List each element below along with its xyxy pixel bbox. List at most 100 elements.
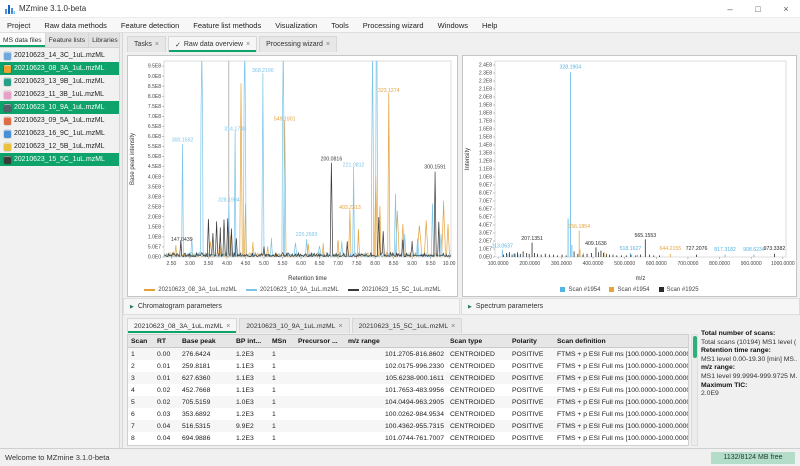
- column-header-rt[interactable]: RT: [157, 337, 167, 345]
- charts-row: 0.0E0 5.0E7 1.0E8 1.5E8 2.0E8 2.5E8 3.0E8 3.5E8…: [123, 55, 800, 297]
- svg-text:100.0000: 100.0000: [488, 261, 509, 267]
- menu-item-help[interactable]: Help: [482, 20, 498, 30]
- file-item[interactable]: 20210623_16_9C_1uL.mzML: [0, 127, 119, 140]
- menu-item-feature-detection[interactable]: Feature detection: [120, 20, 180, 30]
- file-item[interactable]: 20210623_08_3A_1uL.mzML: [0, 62, 119, 75]
- main-tab-bar: Tasks × ✓ Raw data overview × Processing wiza…: [127, 36, 800, 52]
- cell: CENTROIDED: [450, 422, 495, 430]
- file-item[interactable]: 20210623_09_5A_1uL.mzML: [0, 114, 119, 127]
- memory-text: 1132/8124 MB free: [723, 454, 783, 461]
- svg-text:9.50: 9.50: [426, 261, 436, 267]
- svg-text:2.4E8: 2.4E8: [479, 63, 492, 69]
- cell: 1.2E3: [236, 434, 254, 442]
- close-button[interactable]: ×: [783, 3, 789, 14]
- raw-file-icon: [4, 116, 11, 125]
- sidebar-splitter[interactable]: [119, 33, 123, 448]
- column-header-base-peak[interactable]: Base peak: [182, 337, 216, 345]
- column-header-msn[interactable]: MSn: [272, 337, 287, 345]
- raw-file-icon: [4, 142, 11, 151]
- legend-label: 20210623_08_3A_1uL.mzML: [158, 286, 237, 293]
- cell: 101.0744-761.7007: [385, 434, 444, 442]
- table-scrollbar[interactable]: [691, 334, 698, 446]
- peak-label: 300.1591: [424, 165, 446, 171]
- cell: FTMS + p ESI Full ms [100.0000-1000.0000…: [557, 362, 688, 370]
- svg-text:1.3E8: 1.3E8: [479, 151, 492, 157]
- menu-item-tools[interactable]: Tools: [331, 20, 349, 30]
- cell: CENTROIDED: [450, 350, 495, 358]
- peak-label: 147.0439: [171, 237, 193, 243]
- spectrum-parameters-toggle[interactable]: ▶ Spectrum parameters: [461, 298, 800, 315]
- memory-indicator[interactable]: 1132/8124 MB free: [711, 451, 795, 464]
- column-header-m-z-range[interactable]: m/z range: [348, 337, 380, 345]
- scan-tab-20210623-15-5c-1ul-mzml[interactable]: 20210623_15_5C_1uL.mzML ×: [351, 318, 463, 333]
- menu-item-raw-data-methods[interactable]: Raw data methods: [44, 20, 107, 30]
- tab-label: 20210623_08_3A_1uL.mzML: [134, 322, 224, 330]
- window-controls: – □ ×: [716, 0, 800, 17]
- close-icon[interactable]: ×: [338, 322, 343, 330]
- table-row[interactable]: 7 0.04 516.5315 9.9E2 1 100.4362-955.7315 CENT…: [128, 420, 688, 432]
- close-icon[interactable]: ×: [246, 41, 251, 48]
- sidebar-tab-feature-lists[interactable]: Feature lists: [45, 33, 90, 47]
- table-row[interactable]: 5 0.02 705.5159 1.0E3 1 104.0494-963.2905 CENT…: [128, 396, 688, 408]
- content: MS data files Feature lists Libraries 2021…: [0, 33, 800, 448]
- svg-text:4.5E8: 4.5E8: [148, 164, 161, 170]
- tab-raw-data-overview[interactable]: ✓ Raw data overview ×: [168, 36, 258, 52]
- sidebar-tab-ms-data-files[interactable]: MS data files: [0, 33, 46, 47]
- file-item[interactable]: 20210623_12_5B_1uL.mzML: [0, 140, 119, 153]
- close-icon[interactable]: ×: [451, 322, 456, 330]
- close-icon[interactable]: ×: [226, 322, 231, 330]
- minimize-button[interactable]: –: [727, 3, 733, 14]
- svg-text:7.0E8: 7.0E8: [148, 114, 161, 120]
- peak-label: 314.1748: [224, 126, 246, 132]
- table-row[interactable]: 3 0.01 627.6360 1.1E3 1 105.6238-900.1611 CENT…: [128, 372, 688, 384]
- info-value: MS1 level 0.00-19.30 [min] MS...: [701, 355, 797, 363]
- sidebar-tab-libraries[interactable]: Libraries: [89, 33, 119, 47]
- column-header-bp-int[interactable]: BP int...: [236, 337, 262, 345]
- table-row[interactable]: 1 0.00 276.6424 1.2E3 1 101.2705-816.8602 CENT…: [128, 348, 688, 360]
- tab-tasks[interactable]: Tasks ×: [127, 36, 166, 52]
- file-item[interactable]: 20210623_11_3B_1uL.mzML: [0, 88, 119, 101]
- svg-text:600.0000: 600.0000: [646, 261, 667, 267]
- column-header-scan-type[interactable]: Scan type: [450, 337, 483, 345]
- svg-text:2.1E8: 2.1E8: [479, 87, 492, 93]
- close-icon[interactable]: ×: [154, 41, 159, 48]
- cell: POSITIVE: [512, 410, 544, 418]
- peak-label: 817.3182: [714, 247, 736, 253]
- table-row[interactable]: 2 0.01 259.8181 1.1E3 1 102.0175-996.2330 CENT…: [128, 360, 688, 372]
- menu-item-processing-wizard[interactable]: Processing wizard: [362, 20, 424, 30]
- file-item[interactable]: 20210623_13_9B_1uL.mzML: [0, 75, 119, 88]
- cell: 4: [131, 386, 135, 394]
- chromatogram-chart[interactable]: 0.0E0 5.0E7 1.0E8 1.5E8 2.0E8 2.5E8 3.0E8 3.5E8…: [128, 56, 457, 283]
- column-header-scan-definition[interactable]: Scan definition: [557, 337, 606, 345]
- svg-text:2.0E8: 2.0E8: [148, 214, 161, 220]
- menu-item-feature-list-methods[interactable]: Feature list methods: [193, 20, 262, 30]
- spectrum-chart[interactable]: 0.0E0 1.0E7 2.0E7 3.0E7 4.0E7 5.0E7 6.0E7 7.0E7…: [463, 56, 796, 283]
- svg-text:8.5E8: 8.5E8: [148, 84, 161, 90]
- cell: 452.7668: [182, 386, 211, 394]
- svg-text:7.00: 7.00: [333, 261, 343, 267]
- cell: 1: [272, 374, 276, 382]
- table-row[interactable]: 6 0.03 353.6892 1.2E3 1 100.0262-984.9534 CENT…: [128, 408, 688, 420]
- cell: POSITIVE: [512, 422, 544, 430]
- chromatogram-parameters-toggle[interactable]: ▶ Chromatogram parameters: [123, 298, 460, 315]
- legend-swatch: [245, 288, 257, 291]
- menu-item-project[interactable]: Project: [7, 20, 31, 30]
- file-item[interactable]: 20210623_10_9A_1uL.mzML: [0, 101, 119, 114]
- maximize-button[interactable]: □: [755, 3, 761, 14]
- cell: 1.2E3: [236, 410, 254, 418]
- file-item[interactable]: 20210623_14_3C_1uL.mzML: [0, 49, 119, 62]
- column-header-scan[interactable]: Scan: [131, 337, 148, 345]
- column-header-polarity[interactable]: Polarity: [512, 337, 537, 345]
- table-row[interactable]: 8 0.04 694.9886 1.2E3 1 101.0744-761.7007 CENT…: [128, 432, 688, 444]
- tab-processing-wizard[interactable]: Processing wizard ×: [259, 36, 338, 52]
- svg-text:6.0E8: 6.0E8: [148, 134, 161, 140]
- scan-tab-20210623-08-3a-1ul-mzml[interactable]: 20210623_08_3A_1uL.mzML ×: [127, 318, 238, 333]
- scan-tab-20210623-10-9a-1ul-mzml[interactable]: 20210623_10_9A_1uL.mzML ×: [239, 318, 350, 333]
- scrollbar-thumb[interactable]: [692, 336, 697, 358]
- close-icon[interactable]: ×: [325, 41, 331, 48]
- menu-item-visualization[interactable]: Visualization: [275, 20, 318, 30]
- file-item[interactable]: 20210623_15_5C_1uL.mzML: [0, 153, 119, 166]
- menu-item-windows[interactable]: Windows: [437, 20, 469, 30]
- column-header-precursor[interactable]: Precursor ...: [298, 337, 338, 345]
- table-row[interactable]: 4 0.02 452.7668 1.1E3 1 101.7653-483.9956 CENT…: [128, 384, 688, 396]
